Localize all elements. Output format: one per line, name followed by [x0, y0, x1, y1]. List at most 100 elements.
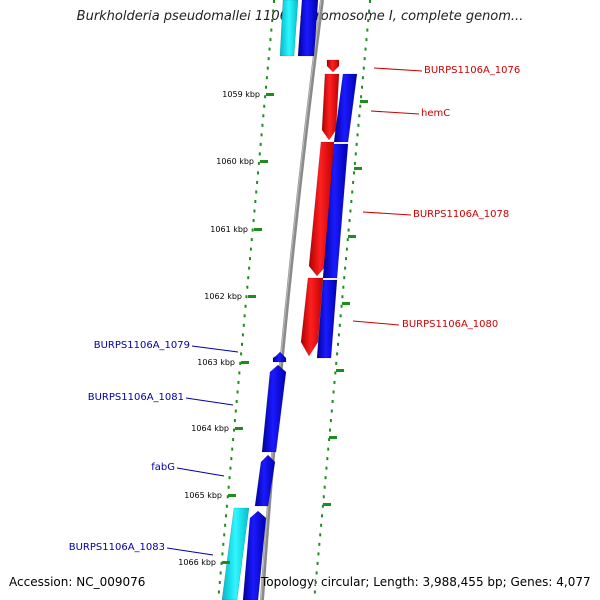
outer-dot — [324, 476, 327, 480]
gene-burps1106a-1076 — [326, 59, 340, 73]
outer-tick-mark — [323, 503, 331, 506]
gene-burps1106a-1083 — [242, 510, 267, 600]
inner-dot — [259, 142, 262, 146]
outer-dot — [355, 142, 358, 146]
outer-dot — [354, 152, 357, 156]
outer-dot — [322, 495, 325, 499]
outer-dot — [319, 533, 322, 537]
outer-dot — [335, 361, 338, 365]
outer-dot — [345, 247, 348, 251]
outer-dot — [316, 561, 319, 565]
outer-dot — [329, 428, 331, 432]
outer-dot — [361, 76, 364, 80]
kbp-tick-label: 1060 kbp — [216, 157, 254, 166]
outer-dot — [364, 47, 367, 51]
kbp-tick-mark — [235, 427, 243, 430]
outer-dot — [356, 133, 359, 137]
kbp-tick-label: 1063 kbp — [197, 358, 235, 367]
outer-dot — [343, 276, 346, 280]
gene-burps1106a-1078 — [308, 141, 335, 277]
inner-dot — [218, 580, 221, 584]
inner-dot — [241, 342, 243, 346]
reverse-gene-label: BURPS1106A_1083 — [69, 542, 165, 553]
outer-dot — [315, 571, 318, 575]
inner-dot — [257, 161, 260, 165]
inner-dot — [236, 390, 239, 394]
gene-hemc — [321, 73, 340, 141]
outer-dot — [358, 114, 361, 118]
inner-dot — [262, 114, 265, 118]
outer-dot — [317, 552, 320, 556]
outer-dot — [368, 9, 371, 13]
inner-dot — [227, 485, 230, 489]
gene-burps1106a-1080 — [300, 277, 324, 357]
outer-dot — [369, 0, 371, 3]
reverse-gene-label: fabG — [151, 462, 175, 473]
outer-tick-mark — [342, 302, 350, 305]
outer-dot — [337, 342, 339, 346]
chromosome-backbone — [260, 0, 324, 600]
inner-dot — [257, 171, 259, 175]
inner-dot — [255, 190, 258, 194]
tick-dot-track — [217, 0, 371, 594]
outer-dot — [329, 419, 332, 423]
forward-gene-label: BURPS1106A_1080 — [402, 319, 498, 330]
inner-dot — [263, 104, 266, 108]
outer-dot — [320, 523, 323, 527]
outer-dot — [353, 171, 355, 175]
gene-track — [221, 0, 358, 600]
kbp-tick-mark — [266, 93, 274, 96]
inner-dot — [252, 219, 255, 223]
outer-dot — [357, 123, 360, 127]
outer-dot — [326, 457, 329, 461]
inner-dot — [242, 323, 245, 327]
gene-blue-outer-3 — [316, 279, 338, 359]
outer-dot — [318, 542, 321, 546]
inner-dot — [246, 285, 249, 289]
outer-dot — [367, 19, 370, 23]
reverse-leader-line — [176, 467, 225, 477]
outer-dot — [348, 219, 351, 223]
kbp-tick-label: 1066 kbp — [178, 558, 216, 567]
inner-dot — [268, 47, 271, 51]
kbp-tick-mark — [222, 561, 230, 564]
inner-dot — [267, 57, 270, 61]
inner-dot — [266, 66, 269, 70]
kbp-tick-mark — [248, 295, 256, 298]
outer-dot — [325, 466, 328, 470]
outer-dot — [345, 257, 347, 261]
forward-gene-label: BURPS1106A_1076 — [424, 65, 520, 76]
outer-dot — [331, 400, 334, 403]
inner-dot — [265, 76, 268, 80]
outer-dot — [359, 104, 362, 108]
reverse-leader-line — [166, 547, 214, 556]
outer-dot — [352, 180, 355, 184]
forward-gene-label: hemC — [421, 108, 450, 119]
kbp-tick-label: 1061 kbp — [210, 225, 248, 234]
outer-dot — [328, 438, 331, 442]
inner-dot — [228, 476, 231, 480]
outer-dot — [341, 295, 344, 299]
accession-label: Accession: NC_009076 — [9, 575, 146, 589]
gene-labels: BURPS1106A_1076 hemC BURPS1106A_1078 BURPS1… — [69, 65, 521, 553]
outer-dot — [349, 209, 352, 213]
kbp-tick-label: 1065 kbp — [184, 491, 222, 500]
forward-leader-line — [370, 110, 420, 115]
inner-dot — [248, 266, 251, 270]
outer-tick-mark — [336, 369, 344, 372]
inner-dot — [251, 228, 254, 232]
inner-dot — [222, 542, 225, 546]
inner-dot — [224, 523, 227, 527]
inner-dot — [223, 533, 226, 537]
kbp-tick-mark — [228, 494, 236, 497]
inner-dot — [217, 590, 220, 594]
kbp-tick-mark — [241, 361, 249, 364]
outer-dot — [337, 333, 340, 337]
outer-dot — [339, 314, 342, 318]
gene-blue-top — [297, 0, 319, 57]
inner-dot — [238, 371, 241, 375]
inner-dot — [231, 447, 234, 451]
inner-dot — [270, 28, 273, 32]
inner-dot — [230, 457, 233, 461]
